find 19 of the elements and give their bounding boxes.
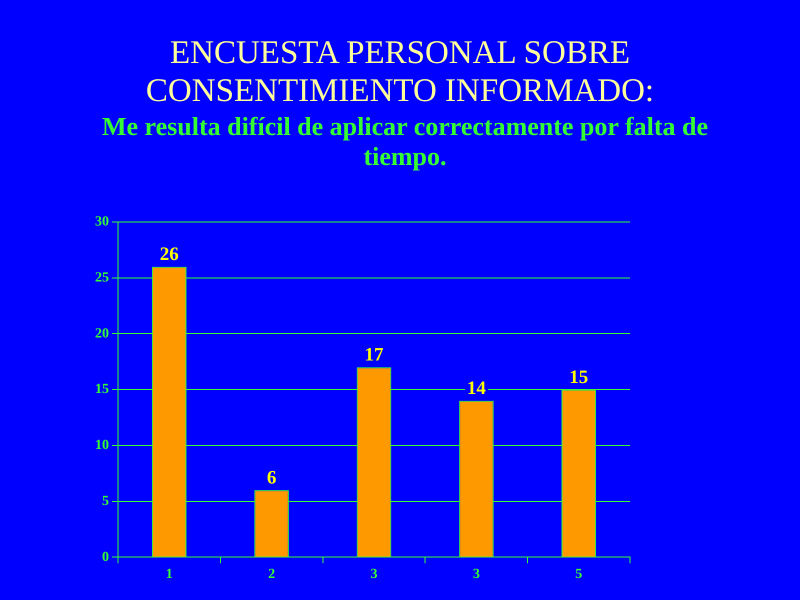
y-tick-label: 30 [95,214,109,230]
data-label: 15 [569,367,588,388]
y-tick-label: 15 [95,382,109,398]
x-tick-label: 5 [575,567,582,582]
x-tick-label: 1 [166,567,173,582]
chart-subtitle: Me resulta difícil de aplicar correctamente por falta de tiempo. [100,112,710,172]
data-label: 17 [364,344,384,366]
y-tick-label: 20 [95,326,109,342]
x-tick-label: 2 [268,567,276,582]
y-tick-label: 25 [95,270,109,286]
y-tick-label: 10 [95,438,109,454]
x-tick-label: 3 [472,567,480,582]
data-label: 6 [266,468,276,489]
y-tick-label: 0 [102,550,109,565]
data-label: 26 [160,244,179,266]
data-label: 14 [466,378,486,400]
chart-title: ENCUESTA PERSONAL SOBRE CONSENTIMIENTO INFORMADO: [144,34,656,110]
x-tick-label: 3 [370,567,378,582]
y-tick-label: 5 [102,494,109,509]
